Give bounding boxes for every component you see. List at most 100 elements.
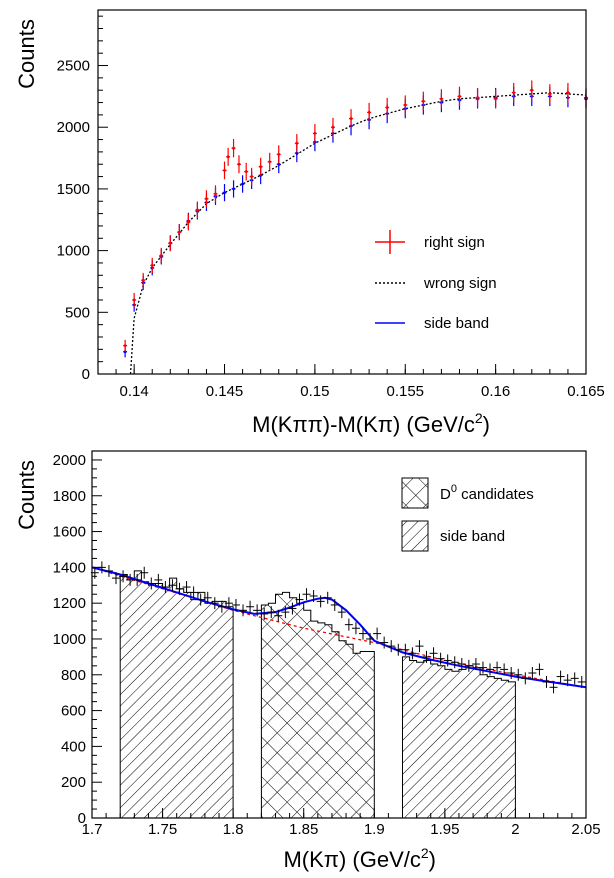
legend-d0-sup: 0 <box>451 483 457 495</box>
right-sign-point <box>565 82 570 103</box>
data-point <box>111 572 120 585</box>
right-sign-point-marker <box>403 103 407 107</box>
right-sign-point-marker <box>223 169 226 172</box>
right-sign-point <box>367 102 372 122</box>
bottom-y-tick-label: 1000 <box>53 631 86 648</box>
right-sign-point-marker <box>205 197 208 201</box>
top-x-tick-label: 0.15 <box>300 383 329 400</box>
data-point <box>563 674 572 687</box>
bottom-x-tick-label: 1.75 <box>148 821 177 838</box>
side-band-point-marker <box>241 182 244 186</box>
right-sign-point-marker <box>530 88 534 92</box>
bottom-x-tick-label: 1.8 <box>223 821 244 838</box>
data-point <box>493 661 502 674</box>
bottom-x-tick-label: 1.95 <box>430 821 459 838</box>
data-point <box>366 632 375 645</box>
legend-item-d0-candidates: D0 candidates <box>401 477 534 509</box>
top-x-tick-label: 0.145 <box>206 383 244 400</box>
side-band-point-marker <box>123 350 127 354</box>
data-point <box>316 595 325 608</box>
data-point <box>140 566 149 579</box>
right-sign-point-marker <box>150 264 154 267</box>
legend-d0-suffix: candidates <box>457 486 534 503</box>
data-point <box>429 647 438 660</box>
legend-item-right-sign: right sign <box>375 230 485 254</box>
right-sign-point-marker <box>440 97 443 101</box>
data-point <box>253 604 262 617</box>
right-sign-point-marker <box>159 254 163 257</box>
bottom-x-tick-label: 1.9 <box>364 821 385 838</box>
data-point <box>309 590 318 603</box>
bottom-x-tick-label: 2.05 <box>571 821 600 838</box>
side-band-point-marker <box>295 151 299 155</box>
right-sign-point-marker <box>494 97 498 101</box>
data-point <box>387 640 396 653</box>
right-sign-point <box>421 91 426 111</box>
right-sign-point <box>529 80 534 100</box>
data-point <box>189 586 198 599</box>
right-sign-point-marker <box>250 175 254 178</box>
bottom-y-tick-label: 1600 <box>53 524 86 541</box>
right-sign-point <box>403 95 408 115</box>
right-sign-point-marker <box>123 344 127 348</box>
bottom-y-tick-label: 800 <box>61 667 86 684</box>
legend-item-side-band: side band <box>375 315 489 332</box>
top-x-tick-label: 0.16 <box>481 383 510 400</box>
data-point <box>281 606 290 619</box>
side-band-point <box>240 175 245 193</box>
data-point <box>323 591 332 604</box>
right-sign-point <box>236 155 241 174</box>
top-chart-marks <box>123 80 588 375</box>
right-sign-point-marker <box>186 220 190 224</box>
side-band-point-marker <box>232 187 235 191</box>
bottom-x-axis-title-main: M(Kπ) (GeV/c <box>283 847 420 872</box>
data-point <box>330 598 339 611</box>
right-sign-point <box>195 201 200 219</box>
bottom-x-axis-title-close: ) <box>429 847 436 872</box>
right-sign-point-marker <box>237 162 241 166</box>
right-sign-point-marker <box>331 125 335 129</box>
data-point <box>556 670 565 683</box>
right-sign-point <box>123 339 128 352</box>
wrong-sign-line <box>129 92 587 375</box>
right-sign-point <box>547 84 552 104</box>
data-point <box>126 573 135 586</box>
data-point <box>422 650 431 663</box>
right-sign-point <box>276 145 281 164</box>
bottom-hatched-regions <box>119 570 516 819</box>
right-sign-point-marker <box>548 92 552 96</box>
data-point <box>231 598 240 611</box>
side-band-point <box>231 180 236 198</box>
data-point <box>570 672 579 685</box>
right-sign-point-marker <box>259 165 263 169</box>
right-sign-point-marker <box>277 152 281 156</box>
right-sign-point <box>204 190 209 208</box>
data-point <box>344 618 353 631</box>
bottom-x-tick-label: 2 <box>511 821 519 838</box>
data-point <box>549 681 558 694</box>
right-sign-point <box>511 82 516 103</box>
data-point <box>267 606 276 619</box>
right-sign-point-marker <box>214 192 217 196</box>
top-x-tick-label: 0.165 <box>567 383 605 400</box>
data-point <box>478 661 487 674</box>
top-plot-frame <box>97 9 587 375</box>
legend-d0-candidates-label: D0 candidates <box>440 483 534 503</box>
right-sign-point-marker <box>421 99 425 103</box>
right-sign-point-marker <box>168 241 172 245</box>
top-x-axis-title: M(Kππ)-M(Kπ) (GeV/c2) <box>252 410 490 437</box>
right-sign-point-marker <box>132 298 136 302</box>
right-sign-point <box>258 157 263 176</box>
top-y-tick-label: 1000 <box>57 243 90 260</box>
legend-side-band-label: side band <box>424 315 489 332</box>
top-y-tick-label: 500 <box>65 304 90 321</box>
data-point <box>528 666 537 679</box>
top-chart-panel: 0.14 0.145 0.15 0.155 0.16 0.165 0 500 1000 1500 2… <box>14 9 605 437</box>
bottom-chart-marks <box>90 561 587 694</box>
legend-item-bottom-side-band: side band <box>401 520 505 552</box>
bottom-x-tick-label: 1.7 <box>82 821 103 838</box>
data-point <box>154 573 163 586</box>
data-point <box>239 604 248 617</box>
bottom-plot-frame <box>91 450 587 819</box>
